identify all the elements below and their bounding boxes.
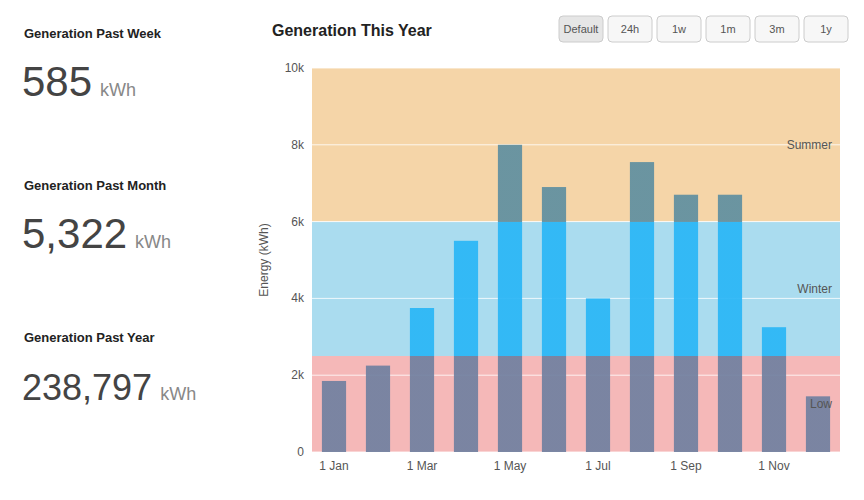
y-tick-label: 4k [291,291,305,305]
summary-label: Generation Past Year [24,330,155,345]
y-axis-label: Energy (kWh) [257,223,271,296]
button-frame[interactable] [608,16,652,42]
y-tick-label: 6k [291,215,305,229]
button-frame[interactable] [559,16,603,42]
bars [322,145,830,452]
summary-value: 5,322 [22,210,127,257]
grid-line [312,68,840,69]
bar [454,241,478,452]
x-tick-label: 1 Mar [407,459,438,473]
x-tick-label: 1 Jul [585,459,610,473]
zone-band [312,222,840,356]
bar [542,187,566,452]
y-tick-label: 2k [291,368,305,382]
summary-panel: Generation Past Week 585 kWh Generation Pas… [22,26,196,408]
button-frame[interactable] [755,16,799,42]
button-label[interactable]: 1m [720,23,735,35]
y-tick-label: 8k [291,138,305,152]
range-buttons: Default 24h 1w 1m 3m 1y [559,16,848,42]
button-label[interactable]: 3m [769,23,784,35]
range-button[interactable]: 1m [706,16,750,42]
y-tick-label: 0 [297,445,304,459]
button-label[interactable]: 1w [672,23,686,35]
summary-label: Generation Past Week [24,26,162,41]
summary-unit: kWh [135,232,171,252]
y-axis: 0 2k 4k 6k 8k 10k Energy (kWh) [257,61,305,459]
bar [498,145,522,452]
range-button[interactable]: 1y [804,16,848,42]
summary-value: 585 [22,58,92,105]
button-label[interactable]: 24h [621,23,639,35]
zone-labels: Low Winter Summer [787,138,833,411]
x-axis: 1 Jan 1 Mar 1 May 1 Jul 1 Sep 1 Nov [319,459,789,473]
summary-value: 238,797 [22,367,152,408]
bar [674,195,698,452]
summary-label: Generation Past Month [24,178,166,193]
button-label[interactable]: Default [564,23,599,35]
range-button[interactable]: 3m [755,16,799,42]
summary-unit: kWh [100,80,136,100]
grid-line [312,144,840,145]
range-button[interactable]: Default [559,16,603,42]
zone-label: Low [810,397,832,411]
button-frame[interactable] [804,16,848,42]
button-frame[interactable] [657,16,701,42]
range-button[interactable]: 1w [657,16,701,42]
x-tick-label: 1 Jan [319,459,348,473]
x-tick-label: 1 Nov [758,459,789,473]
button-frame[interactable] [706,16,750,42]
bar [762,327,786,452]
range-button[interactable]: 24h [608,16,652,42]
y-grid [312,68,840,452]
button-label[interactable]: 1y [820,23,832,35]
zone-label: Summer [787,138,832,152]
summary-unit: kWh [160,384,196,404]
grid-line [312,221,840,222]
grid-line [312,298,840,299]
bar [366,366,390,452]
zone-band [312,68,840,222]
bar [322,381,346,452]
chart-title: Generation This Year [272,22,432,39]
y-tick-label: 10k [285,61,305,75]
grid-line [312,452,840,453]
bar [718,195,742,452]
x-tick-label: 1 May [494,459,527,473]
chart-root: Generation Past Week 585 kWh Generation Pas… [0,0,864,500]
zone-label: Winter [797,282,832,296]
x-tick-label: 1 Sep [670,459,702,473]
bar [630,162,654,452]
zone-band [312,356,840,452]
zone-bands [312,68,840,452]
bar [586,298,610,452]
grid-line [312,375,840,376]
bar [410,308,434,452]
